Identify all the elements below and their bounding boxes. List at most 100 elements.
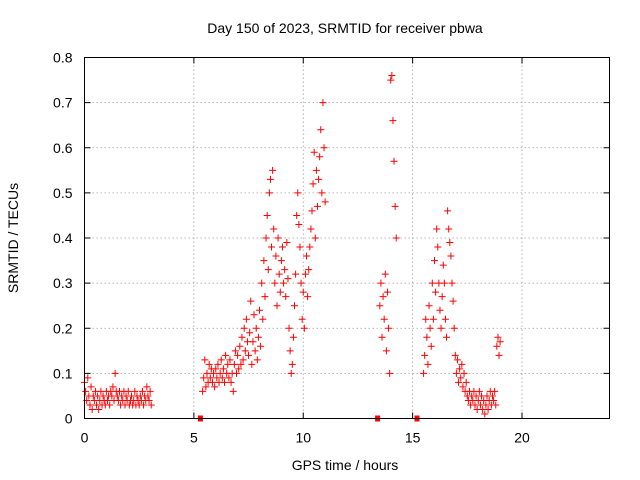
data-point	[251, 347, 259, 355]
data-point	[378, 333, 386, 341]
data-point	[306, 243, 314, 251]
x-tick-label: 10	[295, 430, 311, 446]
data-point	[264, 266, 272, 274]
data-point	[444, 207, 452, 215]
data-point	[249, 338, 257, 346]
data-point	[240, 324, 248, 332]
data-point	[449, 297, 457, 305]
data-point	[211, 383, 219, 391]
data-point	[293, 211, 301, 219]
data-point	[227, 378, 235, 386]
data-point	[280, 279, 288, 287]
data-point	[287, 369, 295, 377]
data-point	[490, 396, 498, 404]
data-point	[443, 333, 451, 341]
data-point	[392, 234, 400, 242]
data-point	[377, 279, 385, 287]
data-point	[236, 342, 244, 350]
data-point	[208, 378, 216, 386]
data-point	[200, 374, 208, 382]
data-point	[390, 157, 398, 165]
data-point	[298, 315, 306, 323]
data-point	[434, 243, 442, 251]
data-point	[265, 189, 273, 197]
data-point	[257, 342, 265, 350]
data-point	[131, 387, 139, 395]
data-point	[233, 369, 241, 377]
data-point	[292, 270, 300, 278]
data-point	[320, 144, 328, 152]
data-point	[263, 211, 271, 219]
data-point	[488, 392, 496, 400]
data-point	[455, 378, 463, 386]
data-point	[301, 270, 309, 278]
data-point	[289, 333, 297, 341]
data-point	[103, 396, 111, 404]
data-point	[250, 311, 258, 319]
data-point	[260, 257, 268, 265]
axis-ticks: 0 0.1 0.2 0.3 0.4 0.5 0.6 0.7 0.8 0 5 10 15 20	[53, 50, 610, 446]
data-point	[225, 374, 233, 382]
data-point	[432, 288, 440, 296]
data-point	[429, 315, 437, 323]
data-point	[271, 279, 279, 287]
data-point	[380, 315, 388, 323]
data-point	[273, 302, 281, 310]
data-point	[317, 126, 325, 134]
data-point	[282, 293, 290, 301]
data-point	[492, 401, 500, 409]
data-point	[285, 324, 293, 332]
data-point	[496, 338, 504, 346]
data-point	[239, 356, 247, 364]
data-point	[252, 324, 260, 332]
data-point	[421, 351, 429, 359]
data-point	[124, 387, 132, 395]
data-point	[484, 405, 492, 413]
data-point	[231, 347, 239, 355]
data-point	[299, 288, 307, 296]
y-tick-label: 0.4	[53, 230, 73, 246]
data-point	[385, 324, 393, 332]
data-point	[202, 383, 210, 391]
data-point	[305, 266, 313, 274]
data-point	[277, 257, 285, 265]
x-tick-label: 0	[81, 430, 89, 446]
data-point	[219, 365, 227, 373]
data-point	[448, 279, 456, 287]
data-point	[237, 360, 245, 368]
data-point	[440, 279, 448, 287]
data-point	[436, 306, 444, 314]
data-point	[304, 293, 312, 301]
data-point	[235, 365, 243, 373]
data-point	[212, 365, 220, 373]
data-point	[145, 396, 153, 404]
data-point	[216, 369, 224, 377]
grid-lines	[84, 57, 610, 419]
data-point	[248, 360, 256, 368]
data-point	[457, 374, 465, 382]
data-point	[387, 76, 395, 84]
data-point	[310, 148, 318, 156]
data-point	[278, 243, 286, 251]
y-tick-label: 0.8	[53, 50, 73, 66]
data-point	[230, 360, 238, 368]
data-point	[84, 374, 92, 382]
data-point	[284, 275, 292, 283]
data-point	[111, 369, 119, 377]
data-point	[459, 383, 467, 391]
data-point	[308, 207, 316, 215]
data-point	[221, 378, 228, 386]
data-point	[275, 270, 283, 278]
y-tick-label: 0.3	[53, 275, 73, 291]
x-tick-label: 5	[190, 430, 198, 446]
data-point	[451, 351, 459, 359]
data-point	[315, 175, 323, 183]
data-point	[229, 387, 237, 395]
data-point	[254, 333, 262, 341]
data-point	[420, 369, 428, 377]
data-point	[309, 180, 317, 188]
data-point	[313, 202, 321, 210]
data-point	[297, 279, 305, 287]
data-point	[388, 72, 396, 80]
